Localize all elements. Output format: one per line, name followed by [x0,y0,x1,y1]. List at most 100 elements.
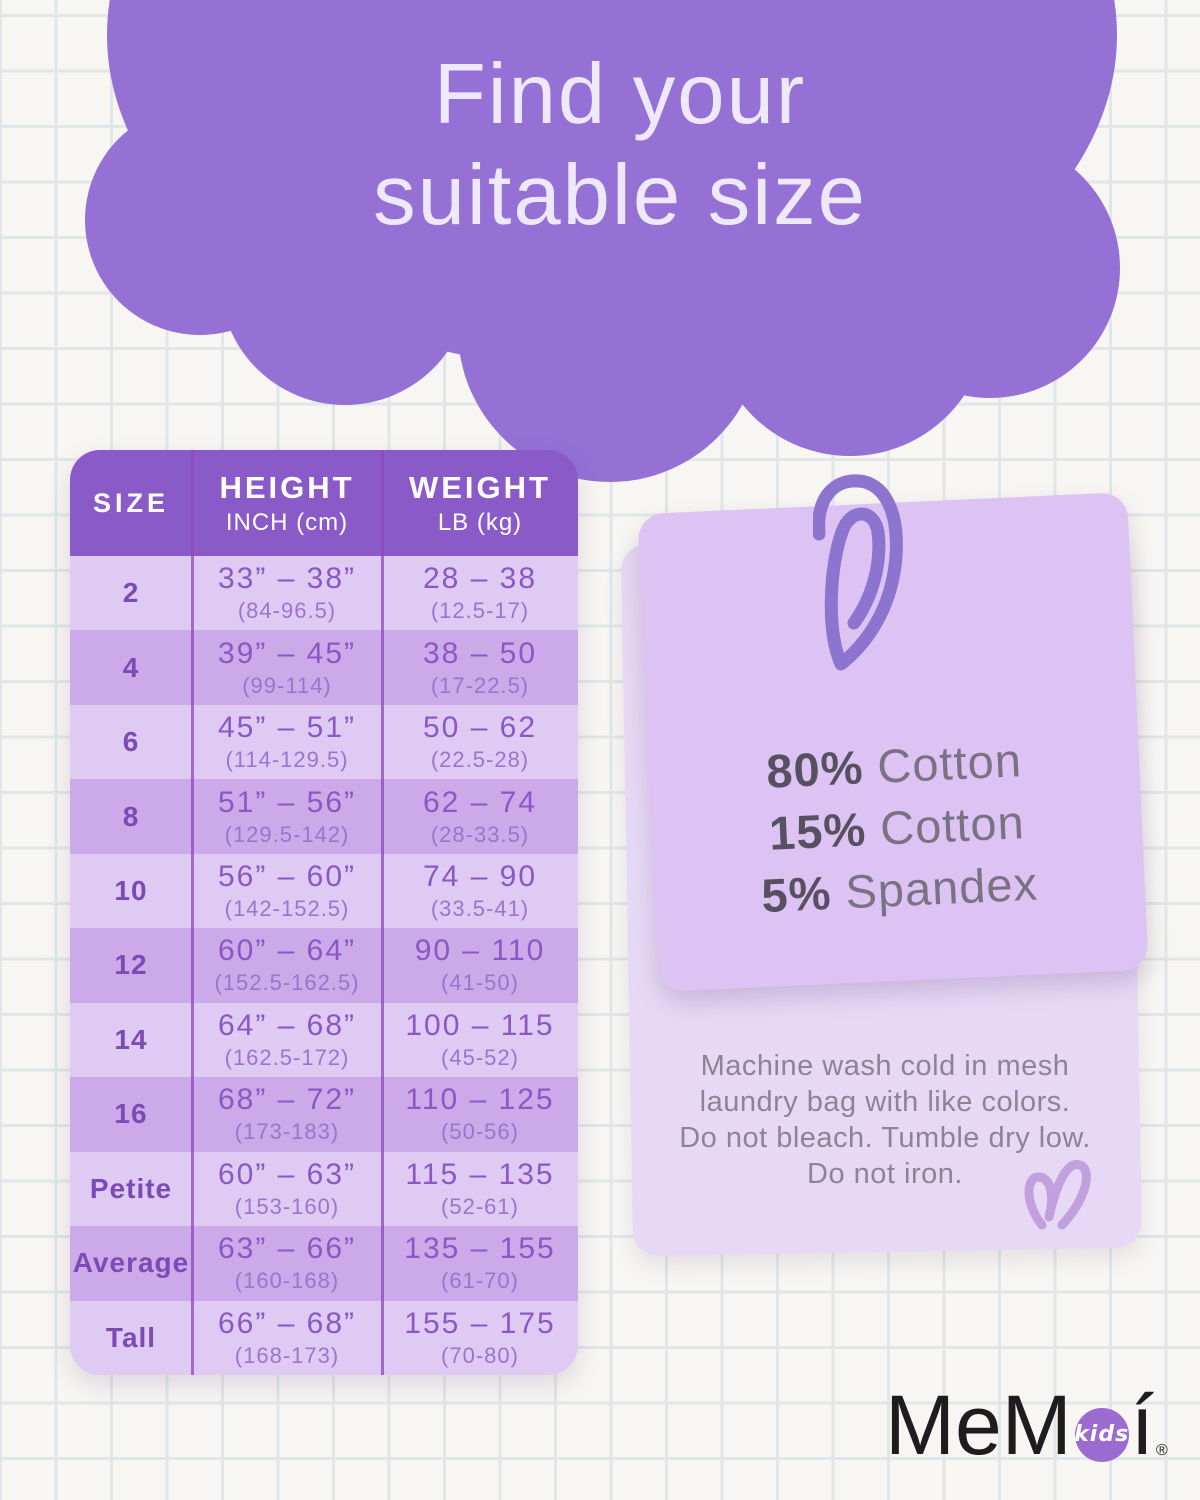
size-cell: Tall [70,1301,192,1375]
height-inches: 51” – 56” [217,785,357,819]
weight-kg: (45-52) [441,1044,519,1070]
weight-kg: (61-70) [441,1268,519,1294]
size-value: 4 [122,651,140,683]
size-value: 10 [114,875,148,907]
paperclip-icon [813,474,903,671]
table-row: 6 45” – 51” (114-129.5) 50 – 62 (22.5-28) [70,704,578,780]
table-row: 14 64” – 68” (162.5-172) 100 – 115 (45-52) [70,1002,578,1078]
weight-lb: 50 – 62 [422,711,538,745]
weight-cell: 135 – 155 (61-70) [382,1226,578,1300]
table-row: Tall 66” – 68” (168-173) 155 – 175 (70-80) [70,1300,578,1375]
weight-kg: (70-80) [441,1342,519,1368]
height-cell: 60” – 63” (153-160) [192,1152,382,1226]
weight-cell: 115 – 135 (52-61) [382,1152,578,1226]
header-size-label: SIZE [92,487,169,518]
weight-cell: 62 – 74 (28-33.5) [382,779,578,853]
size-value: 14 [114,1023,148,1055]
height-cm: (152.5-162.5) [214,970,360,996]
column-divider [381,450,384,1375]
height-cm: (153-160) [234,1193,340,1219]
weight-kg: (22.5-28) [430,747,530,773]
material-line: 5% Spandex [760,856,1040,923]
size-value: 16 [114,1098,148,1130]
size-cell: 14 [70,1003,192,1077]
materials-list: 80% Cotton 15% Cotton 5% Spandex [755,729,1040,927]
logo-text-post: í [1130,1378,1155,1472]
height-cell: 68” – 72” (173-183) [192,1077,382,1151]
weight-kg: (28-33.5) [430,821,530,847]
weight-lb: 74 – 90 [422,860,538,894]
weight-cell: 28 – 38 (12.5-17) [382,556,578,630]
table-row: 16 68” – 72” (173-183) 110 – 125 (50-56) [70,1077,578,1152]
height-cm: (162.5-172) [224,1044,350,1070]
header-weight: WEIGHT LB (kg) [382,450,578,556]
size-value: 6 [122,726,140,758]
size-cell: 16 [70,1077,192,1151]
header-height: HEIGHT INCH (cm) [192,450,382,556]
weight-kg: (52-61) [441,1193,519,1219]
heart-icon [1024,1160,1091,1230]
size-cell: Average [70,1226,192,1300]
size-cell: 6 [70,705,192,779]
size-table: SIZE HEIGHT INCH (cm) WEIGHT LB (kg) 2 33… [70,450,578,1375]
table-body: 2 33” – 38” (84-96.5) 28 – 38 (12.5-17) 4 39” … [70,556,578,1375]
height-cm: (173-183) [234,1119,340,1145]
page-title: Find your suitable size [170,44,1070,246]
table-row: 12 60” – 64” (152.5-162.5) 90 – 110 (41-50) [70,928,578,1003]
weight-kg: (17-22.5) [430,672,530,698]
weight-cell: 100 – 115 (45-52) [382,1003,578,1077]
weight-kg: (50-56) [441,1119,519,1145]
table-row: 2 33” – 38” (84-96.5) 28 – 38 (12.5-17) [70,556,578,631]
header-height-units: INCH (cm) [225,508,349,536]
height-cell: 64” – 68” (162.5-172) [192,1003,382,1077]
height-cell: 66” – 68” (168-173) [192,1301,382,1375]
height-cell: 33” – 38” (84-96.5) [192,556,382,630]
care-instructions: Machine wash cold in mesh laundry bag wi… [679,1050,1091,1190]
height-cm: (114-129.5) [225,747,349,773]
header-height-label: HEIGHT [219,469,355,505]
height-cm: (160-168) [234,1268,340,1294]
height-cm: (99-114) [242,672,332,698]
column-divider [191,450,194,1375]
weight-lb: 62 – 74 [422,785,538,819]
height-inches: 68” – 72” [217,1083,357,1117]
size-cell: 10 [70,854,192,928]
weight-cell: 90 – 110 (41-50) [382,928,578,1002]
size-value: 2 [122,577,140,609]
size-cell: Petite [70,1152,192,1226]
page-title-line1: Find your [433,47,807,142]
registered-mark: ® [1156,1442,1168,1459]
logo-kids-badge: kids [1074,1408,1129,1462]
size-value: Tall [105,1321,157,1353]
size-value: Average [72,1247,190,1279]
table-row: Average 63” – 66” (160-168) 135 – 155 (61-70… [70,1226,578,1301]
height-inches: 60” – 64” [217,934,357,968]
height-inches: 64” – 68” [217,1008,357,1042]
height-cm: (84-96.5) [237,598,337,624]
weight-cell: 38 – 50 (17-22.5) [382,630,578,704]
height-inches: 39” – 45” [217,636,357,670]
title-cloud-shape [85,0,1120,482]
size-value: 8 [122,800,140,832]
height-cell: 60” – 64” (152.5-162.5) [192,928,382,1002]
weight-lb: 100 – 115 [405,1008,555,1042]
table-row: 4 39” – 45” (99-114) 38 – 50 (17-22.5) [70,630,578,705]
weight-kg: (12.5-17) [430,598,530,624]
height-inches: 60” – 63” [217,1157,357,1191]
height-cm: (168-173) [234,1342,340,1368]
weight-cell: 50 – 62 (22.5-28) [382,705,578,779]
height-cell: 56” – 60” (142-152.5) [192,854,382,928]
height-inches: 45” – 51” [217,711,357,745]
weight-lb: 155 – 175 [404,1306,556,1340]
table-row: 10 56” – 60” (142-152.5) 74 – 90 (33.5-41) [70,853,578,929]
weight-lb: 90 – 110 [414,934,546,968]
material-percent: 15% [767,802,868,860]
header-weight-label: WEIGHT [409,469,551,505]
page-title-line2: suitable size [373,148,867,243]
size-cell: 2 [70,556,192,630]
header-size: SIZE [70,450,192,556]
weight-kg: (41-50) [441,970,519,996]
table-header: SIZE HEIGHT INCH (cm) WEIGHT LB (kg) [70,450,578,556]
weight-lb: 38 – 50 [422,636,538,670]
